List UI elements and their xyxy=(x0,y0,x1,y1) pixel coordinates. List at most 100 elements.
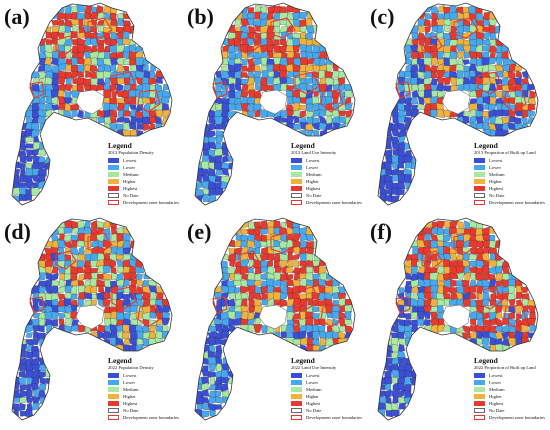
map-cell xyxy=(462,332,471,340)
map-cell xyxy=(260,44,269,53)
map-cell xyxy=(391,344,400,353)
swatch-higher xyxy=(474,394,485,399)
map-cell xyxy=(305,64,314,73)
map-cell xyxy=(12,169,21,177)
map-cell xyxy=(476,104,484,112)
map-panel-f: (f) Legend 2022 Proportion of Built up L… xyxy=(366,215,549,430)
development-zone-boundary xyxy=(55,250,77,270)
map-cell xyxy=(443,6,451,15)
legend: Legend 2022 Population Density Lowest Lo… xyxy=(108,357,184,421)
legend-item-highest: Highest xyxy=(108,400,184,407)
map-cell xyxy=(404,337,413,346)
map-cell xyxy=(162,103,170,112)
map-cell xyxy=(482,26,491,33)
map-cell xyxy=(520,117,528,125)
swatch-lower xyxy=(108,380,119,385)
map-cell xyxy=(38,286,47,294)
map-cell xyxy=(495,265,503,274)
map-cell xyxy=(214,396,223,404)
legend-subtitle: 2022 Population Density xyxy=(108,365,154,370)
map-cell xyxy=(25,332,33,338)
map-cell xyxy=(116,98,125,104)
map-cell xyxy=(469,260,477,268)
map-cell xyxy=(305,18,313,27)
map-cell xyxy=(286,286,294,295)
map-cell xyxy=(326,63,334,73)
map-cell xyxy=(280,280,289,287)
map-cell xyxy=(52,65,60,73)
legend-label: Lowest xyxy=(489,157,503,163)
map-cell xyxy=(97,298,104,308)
map-cell xyxy=(221,168,230,177)
map-cell xyxy=(90,267,99,273)
map-cell xyxy=(508,278,517,286)
map-cell xyxy=(392,149,400,156)
panel-label: (e) xyxy=(187,219,212,244)
map-cell xyxy=(423,311,431,319)
legend-label: Medium xyxy=(123,171,139,177)
map-cell xyxy=(286,85,295,92)
map-cell xyxy=(65,84,73,92)
map-cell xyxy=(481,64,491,72)
map-cell xyxy=(279,292,289,301)
map-cell xyxy=(397,396,405,404)
map-cell xyxy=(64,234,73,242)
map-cell xyxy=(294,115,300,124)
map-cell xyxy=(215,83,223,93)
map-cell xyxy=(411,96,419,105)
map-cell xyxy=(514,305,523,313)
map-cell xyxy=(253,305,262,314)
map-cell xyxy=(78,253,86,262)
map-cell xyxy=(488,57,497,65)
map-cell xyxy=(143,274,151,280)
map-cell xyxy=(311,306,320,313)
map-cell xyxy=(298,331,307,339)
legend-item-no-data: No Date xyxy=(108,192,184,199)
map-cell xyxy=(123,272,131,282)
map-cell xyxy=(468,285,477,293)
legend-label: No Date xyxy=(123,407,139,413)
map-cell xyxy=(431,57,439,66)
legend-label: Lowest xyxy=(123,372,137,378)
map-cell xyxy=(411,57,419,66)
swatch-higher xyxy=(291,394,302,399)
map-cell xyxy=(279,299,288,308)
map-cell xyxy=(529,90,536,99)
no-data-area xyxy=(441,89,471,115)
map-cell xyxy=(228,97,236,105)
map-cell xyxy=(404,285,412,294)
legend-item-highest: Highest xyxy=(291,185,367,192)
map-cell xyxy=(521,109,529,119)
map-cell xyxy=(501,122,510,131)
map-cell xyxy=(339,325,346,332)
map-cell xyxy=(228,90,237,99)
map-cell xyxy=(405,64,412,73)
map-cell xyxy=(285,104,294,111)
map-cell xyxy=(63,97,73,105)
map-cell xyxy=(214,404,223,410)
map-cell xyxy=(279,253,289,262)
map-cell xyxy=(286,89,293,98)
map-cell xyxy=(208,396,216,405)
map-cell xyxy=(109,324,118,334)
map-cell xyxy=(102,265,111,274)
map-cell xyxy=(24,383,32,391)
map-cell xyxy=(338,84,346,92)
map-cell xyxy=(83,265,92,274)
swatch-lower xyxy=(291,165,302,170)
map-cell xyxy=(123,103,130,112)
map-cell xyxy=(456,70,464,80)
map-cell xyxy=(443,46,452,53)
map-cell xyxy=(261,292,268,300)
map-cell xyxy=(385,410,393,418)
map-cell xyxy=(227,311,236,319)
map-cell xyxy=(398,135,406,144)
map-cell xyxy=(292,233,302,241)
map-cell xyxy=(103,89,112,99)
map-cell xyxy=(261,246,269,255)
map-cell xyxy=(463,111,470,117)
map-cell xyxy=(494,285,504,294)
map-cell xyxy=(90,37,98,47)
map-cells xyxy=(378,220,537,418)
map-cell xyxy=(115,254,124,261)
